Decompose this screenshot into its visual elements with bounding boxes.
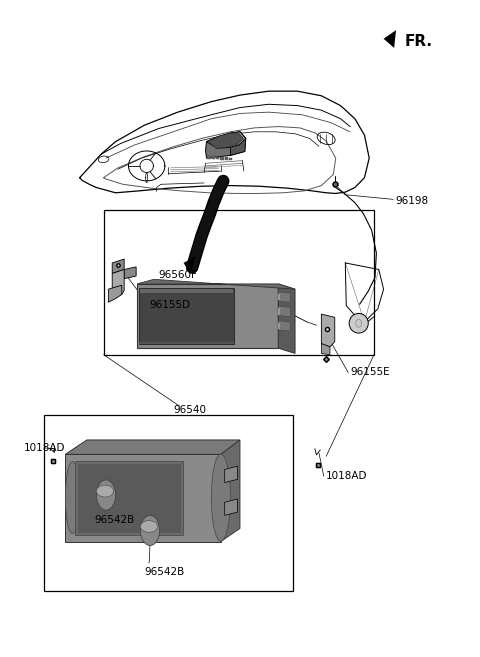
Text: 96540: 96540 — [173, 405, 206, 415]
Bar — [220, 157, 224, 160]
Polygon shape — [108, 285, 122, 302]
Polygon shape — [278, 284, 295, 353]
Ellipse shape — [141, 515, 159, 545]
Text: 96560F: 96560F — [158, 270, 197, 280]
Text: 96155D: 96155D — [149, 300, 190, 310]
Bar — [141, 289, 233, 293]
Polygon shape — [112, 269, 124, 298]
Ellipse shape — [141, 520, 157, 532]
Polygon shape — [206, 132, 246, 148]
Ellipse shape — [65, 462, 80, 533]
Bar — [216, 157, 219, 160]
Polygon shape — [322, 314, 335, 347]
Text: FR.: FR. — [405, 34, 433, 49]
Polygon shape — [225, 466, 238, 483]
Text: 1018AD: 1018AD — [326, 471, 368, 481]
Polygon shape — [124, 267, 136, 279]
Polygon shape — [278, 292, 290, 302]
Text: 96542B: 96542B — [94, 515, 134, 526]
Text: 1018AD: 1018AD — [24, 443, 65, 453]
Text: 96155E: 96155E — [350, 367, 390, 377]
Bar — [104, 210, 374, 355]
Polygon shape — [221, 440, 240, 541]
Polygon shape — [278, 321, 290, 331]
Polygon shape — [208, 133, 243, 148]
Bar — [225, 158, 228, 160]
Bar — [278, 294, 280, 300]
Ellipse shape — [211, 454, 230, 541]
Text: 96542B: 96542B — [144, 567, 184, 577]
Polygon shape — [278, 306, 290, 317]
Polygon shape — [140, 288, 234, 344]
Polygon shape — [183, 256, 195, 274]
Polygon shape — [65, 440, 240, 455]
Bar — [140, 342, 234, 344]
Polygon shape — [205, 132, 246, 158]
Polygon shape — [112, 259, 124, 273]
Bar — [212, 156, 215, 159]
Polygon shape — [137, 279, 295, 289]
Polygon shape — [65, 455, 221, 541]
Polygon shape — [78, 464, 180, 532]
Polygon shape — [225, 499, 238, 515]
Polygon shape — [75, 461, 182, 535]
Ellipse shape — [96, 480, 116, 510]
Bar — [229, 158, 232, 160]
Ellipse shape — [96, 485, 114, 497]
Polygon shape — [137, 284, 278, 348]
Ellipse shape — [349, 313, 368, 333]
Bar — [44, 415, 293, 591]
Polygon shape — [230, 132, 246, 156]
Bar — [207, 156, 211, 159]
Bar — [278, 323, 280, 329]
Polygon shape — [384, 30, 396, 48]
Bar — [278, 308, 280, 315]
Text: 96198: 96198 — [396, 196, 429, 206]
Polygon shape — [322, 344, 330, 355]
